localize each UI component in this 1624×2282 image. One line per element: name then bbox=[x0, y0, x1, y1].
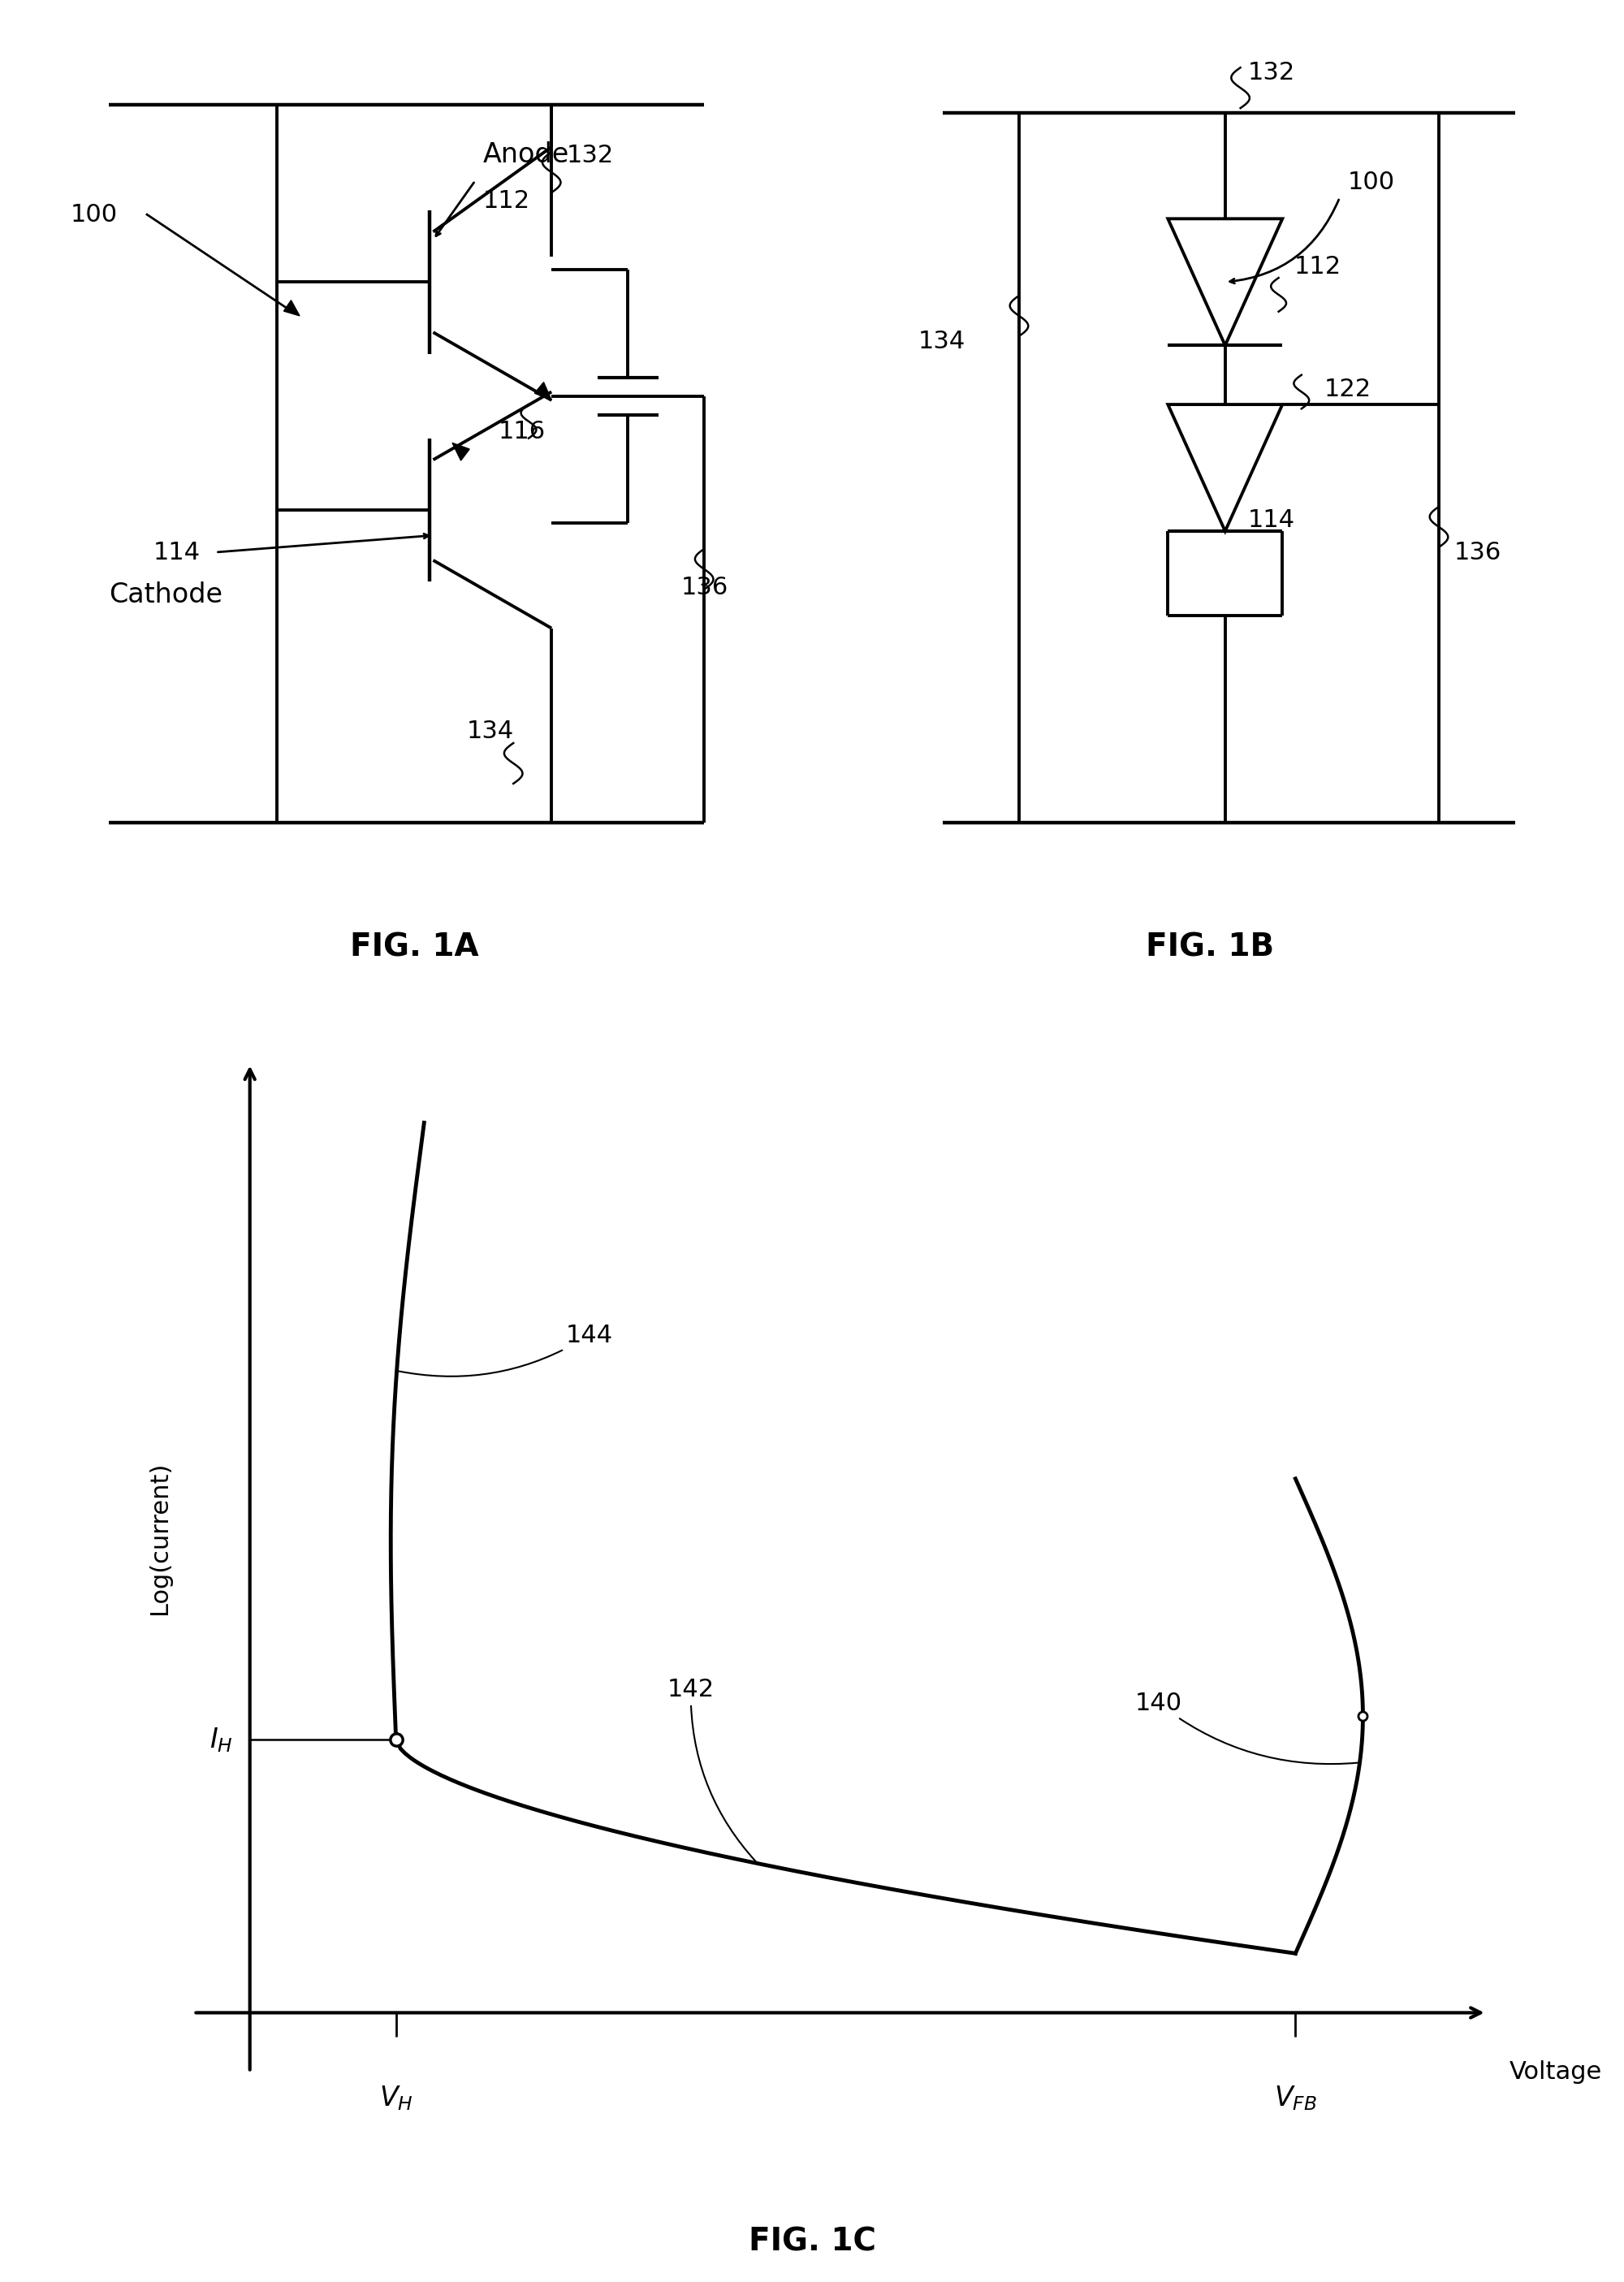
Text: Cathode: Cathode bbox=[109, 582, 222, 607]
Text: 112: 112 bbox=[1294, 256, 1341, 278]
Polygon shape bbox=[534, 381, 552, 399]
Text: 132: 132 bbox=[1247, 62, 1296, 84]
Text: 114: 114 bbox=[153, 541, 200, 564]
Text: 136: 136 bbox=[682, 575, 729, 600]
Text: 144: 144 bbox=[400, 1324, 612, 1376]
Text: 132: 132 bbox=[567, 144, 614, 167]
Text: FIG. 1C: FIG. 1C bbox=[749, 2227, 875, 2257]
Text: 122: 122 bbox=[1325, 377, 1372, 402]
Text: $V_H$: $V_H$ bbox=[378, 2083, 412, 2113]
Text: 112: 112 bbox=[482, 189, 529, 212]
Text: FIG. 1B: FIG. 1B bbox=[1145, 931, 1275, 963]
Polygon shape bbox=[451, 443, 469, 461]
Text: 134: 134 bbox=[918, 329, 966, 354]
Text: 114: 114 bbox=[1247, 509, 1296, 532]
Text: Voltage: Voltage bbox=[1509, 2061, 1601, 2083]
Polygon shape bbox=[284, 301, 299, 315]
Text: 136: 136 bbox=[1453, 541, 1502, 564]
Text: 100: 100 bbox=[1348, 171, 1395, 194]
Text: FIG. 1A: FIG. 1A bbox=[349, 931, 479, 963]
Text: $I_H$: $I_H$ bbox=[209, 1725, 232, 1755]
Text: 142: 142 bbox=[667, 1677, 757, 1862]
Text: 140: 140 bbox=[1135, 1691, 1358, 1764]
Text: 116: 116 bbox=[499, 420, 546, 443]
Text: 134: 134 bbox=[466, 719, 515, 744]
Text: $V_{FB}$: $V_{FB}$ bbox=[1273, 2083, 1317, 2113]
Text: Log(current): Log(current) bbox=[148, 1460, 172, 1616]
Text: Anode: Anode bbox=[482, 141, 568, 169]
Text: 100: 100 bbox=[71, 203, 119, 226]
